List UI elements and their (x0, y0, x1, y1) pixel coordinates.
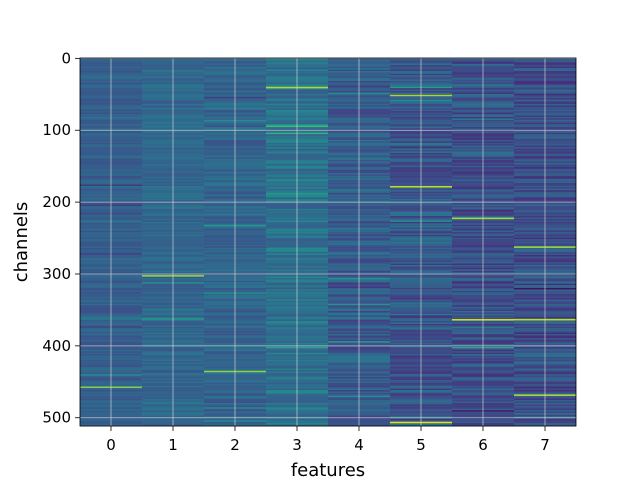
y-tick-label: 500 (42, 409, 71, 427)
y-tick-label: 100 (42, 121, 71, 139)
x-tick-label: 3 (292, 436, 302, 454)
y-tick-label: 300 (42, 265, 71, 283)
axes-frame (79, 57, 577, 427)
y-axis-label: channels (11, 202, 32, 283)
x-tick-label: 1 (168, 436, 178, 454)
x-axis-label: features (291, 460, 365, 480)
y-tick-label: 200 (42, 193, 71, 211)
y-tick-label: 400 (42, 337, 71, 355)
x-tick-label: 5 (416, 436, 426, 454)
x-tick-label: 4 (354, 436, 364, 454)
x-tick-label: 0 (106, 436, 116, 454)
x-tick-label: 7 (540, 436, 550, 454)
x-tick-label: 6 (478, 436, 488, 454)
y-tick-label: 0 (61, 49, 71, 67)
plot-area (80, 58, 576, 427)
tick-marks: 0 1 2 3 4 5 6 7 0 100 200 300 400 500 (42, 49, 549, 454)
x-tick-label: 2 (230, 436, 240, 454)
